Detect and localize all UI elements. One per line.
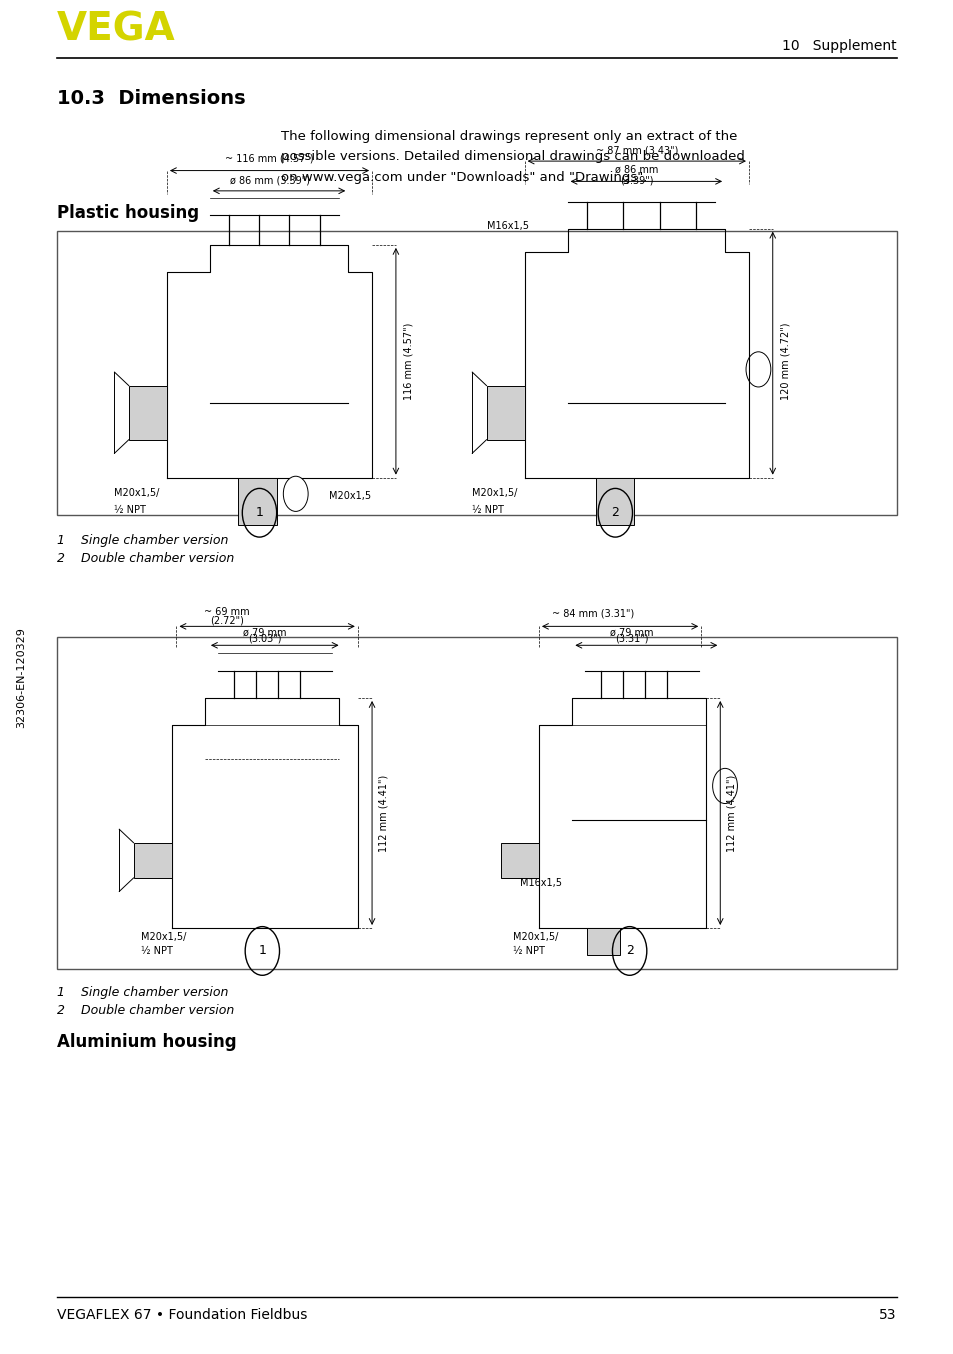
Text: 2    Double chamber version: 2 Double chamber version bbox=[57, 1003, 234, 1017]
Text: 1    Single chamber version: 1 Single chamber version bbox=[57, 986, 229, 999]
Polygon shape bbox=[129, 386, 167, 440]
Text: M16x1,5: M16x1,5 bbox=[486, 222, 528, 232]
Text: M20x1,5/: M20x1,5/ bbox=[472, 489, 517, 498]
Text: (3.03"): (3.03") bbox=[248, 634, 282, 645]
Bar bbox=[57, 232, 896, 516]
Polygon shape bbox=[500, 842, 538, 877]
Text: 10   Supplement: 10 Supplement bbox=[781, 39, 896, 53]
Text: 2    Double chamber version: 2 Double chamber version bbox=[57, 552, 234, 565]
Polygon shape bbox=[596, 478, 634, 525]
Polygon shape bbox=[133, 842, 172, 877]
Text: ~ 84 mm (3.31"): ~ 84 mm (3.31") bbox=[552, 608, 634, 619]
Text: (3.31"): (3.31") bbox=[614, 634, 648, 645]
Text: 112 mm (4.41"): 112 mm (4.41") bbox=[378, 774, 388, 852]
Text: 53: 53 bbox=[879, 1308, 896, 1322]
Text: M20x1,5/: M20x1,5/ bbox=[141, 932, 187, 942]
Text: ½ NPT: ½ NPT bbox=[141, 945, 172, 956]
Text: ½ NPT: ½ NPT bbox=[513, 945, 544, 956]
Text: 120 mm (4.72"): 120 mm (4.72") bbox=[780, 322, 789, 399]
Polygon shape bbox=[586, 927, 619, 955]
Text: M20x1,5/: M20x1,5/ bbox=[513, 932, 558, 942]
Polygon shape bbox=[486, 386, 524, 440]
Text: VEGA: VEGA bbox=[57, 11, 175, 49]
Text: 112 mm (4.41"): 112 mm (4.41") bbox=[726, 774, 736, 852]
Text: ~ 69 mm: ~ 69 mm bbox=[204, 607, 250, 617]
Text: ø 86 mm: ø 86 mm bbox=[615, 165, 658, 175]
Text: 1    Single chamber version: 1 Single chamber version bbox=[57, 535, 229, 547]
Text: (3.39"): (3.39") bbox=[619, 176, 653, 185]
Circle shape bbox=[283, 477, 308, 512]
Polygon shape bbox=[238, 478, 276, 525]
Text: ø 86 mm (3.39"): ø 86 mm (3.39") bbox=[230, 176, 309, 185]
Text: M20x1,5: M20x1,5 bbox=[329, 492, 371, 501]
Text: The following dimensional drawings represent only an extract of the: The following dimensional drawings repre… bbox=[281, 130, 737, 144]
Text: 116 mm (4.57"): 116 mm (4.57") bbox=[403, 322, 413, 399]
Text: possible versions. Detailed dimensional drawings can be downloaded: possible versions. Detailed dimensional … bbox=[281, 150, 744, 164]
Text: 2: 2 bbox=[625, 945, 633, 957]
Text: ø 79 mm: ø 79 mm bbox=[609, 627, 653, 638]
Text: ø 79 mm: ø 79 mm bbox=[243, 627, 287, 638]
Text: ½ NPT: ½ NPT bbox=[114, 505, 146, 515]
Text: on www.vega.com under "Downloads" and "Drawings".: on www.vega.com under "Downloads" and "D… bbox=[281, 171, 647, 184]
Text: 1: 1 bbox=[258, 945, 266, 957]
Text: 2: 2 bbox=[611, 506, 618, 519]
Text: 10.3  Dimensions: 10.3 Dimensions bbox=[57, 89, 246, 108]
Text: (2.72"): (2.72") bbox=[210, 615, 244, 626]
Text: 32306-EN-120329: 32306-EN-120329 bbox=[16, 627, 26, 728]
Bar bbox=[57, 638, 896, 968]
Text: M16x1,5: M16x1,5 bbox=[519, 877, 561, 888]
Text: VEGAFLEX 67 • Foundation Fieldbus: VEGAFLEX 67 • Foundation Fieldbus bbox=[57, 1308, 307, 1322]
Text: Plastic housing: Plastic housing bbox=[57, 204, 199, 222]
Text: 1: 1 bbox=[255, 506, 263, 519]
Text: ½ NPT: ½ NPT bbox=[472, 505, 503, 515]
Text: ~ 87 mm (3.43"): ~ 87 mm (3.43") bbox=[595, 146, 678, 156]
Text: Aluminium housing: Aluminium housing bbox=[57, 1033, 236, 1052]
Text: M20x1,5/: M20x1,5/ bbox=[114, 489, 160, 498]
Text: ~ 116 mm (4.57"): ~ 116 mm (4.57") bbox=[225, 154, 314, 164]
